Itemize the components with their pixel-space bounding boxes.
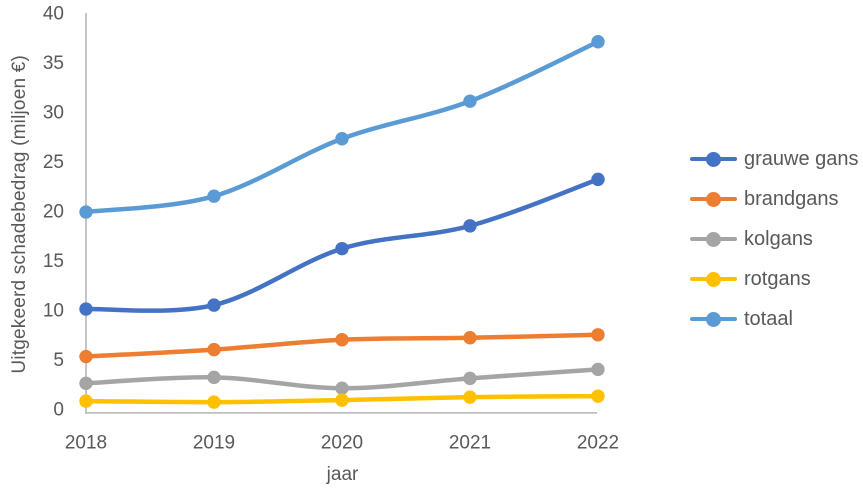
chart-legend: grauwe gans brandgans kolgans rotgans to…: [690, 139, 859, 339]
legend-label: grauwe gans: [744, 148, 859, 170]
legend-label: totaal: [744, 308, 793, 330]
series-marker-grauwe-gans: [463, 219, 477, 233]
legend-item-rotgans: rotgans: [690, 259, 859, 299]
x-tick-label: 2019: [193, 433, 235, 454]
x-tick-label: 2020: [321, 433, 363, 454]
series-marker-totaal: [79, 205, 93, 219]
legend-marker-icon: [690, 231, 737, 247]
series-marker-brandgans: [591, 328, 605, 342]
series-marker-grauwe-gans: [79, 302, 93, 316]
series-marker-brandgans: [207, 342, 221, 357]
y-tick-label: 5: [53, 350, 64, 371]
series-marker-totaal: [463, 94, 477, 108]
legend-item-kolgans: kolgans: [690, 219, 859, 259]
series-marker-brandgans: [463, 331, 477, 345]
legend-marker-icon: [690, 271, 737, 287]
series-marker-kolgans: [463, 371, 477, 386]
series-marker-rotgans: [591, 389, 605, 403]
series-marker-rotgans: [335, 393, 349, 407]
series-line-totaal: [83, 39, 601, 215]
legend-label: brandgans: [744, 188, 839, 210]
series-marker-grauwe-gans: [207, 298, 221, 312]
series-marker-kolgans: [79, 376, 93, 390]
x-axis-title: jaar: [326, 464, 359, 485]
y-axis-title-text: Uitgekeerd schadebedrag (miljoen €): [9, 54, 30, 374]
series-marker-totaal: [335, 132, 349, 146]
series-marker-grauwe-gans: [591, 172, 605, 187]
series-marker-rotgans: [79, 394, 93, 408]
y-tick-label: 40: [43, 4, 64, 25]
y-tick-label: 20: [43, 202, 64, 223]
x-tick-label: 2022: [577, 433, 619, 454]
y-tick-label: 35: [43, 53, 64, 74]
legend-marker-icon: [690, 191, 737, 207]
series-marker-totaal: [207, 189, 221, 203]
legend-label: rotgans: [744, 268, 811, 290]
series-marker-rotgans: [207, 395, 221, 409]
legend-item-grauwe-gans: grauwe gans: [690, 139, 859, 179]
legend-item-brandgans: brandgans: [690, 179, 859, 219]
legend-marker-icon: [690, 151, 737, 167]
y-tick-label: 30: [43, 103, 64, 124]
legend-item-totaal: totaal: [690, 299, 859, 339]
x-tick-label: 2021: [449, 433, 491, 454]
series-marker-grauwe-gans: [335, 241, 349, 256]
series-marker-totaal: [591, 35, 605, 49]
series-marker-kolgans: [591, 362, 605, 377]
legend-label: kolgans: [744, 228, 813, 250]
series-marker-rotgans: [463, 390, 477, 404]
y-tick-label: 10: [43, 301, 64, 322]
y-tick-label: 15: [43, 251, 64, 272]
y-axis-title: Uitgekeerd schadebedrag (miljoen €): [0, 16, 40, 412]
series-marker-kolgans: [335, 381, 349, 395]
y-tick-label: 0: [53, 400, 64, 421]
legend-marker-icon: [690, 311, 737, 327]
x-tick-label: 2018: [65, 433, 107, 454]
series-marker-brandgans: [335, 333, 349, 347]
series-marker-kolgans: [207, 370, 221, 385]
series-marker-brandgans: [79, 349, 93, 364]
y-tick-label: 25: [43, 152, 64, 173]
